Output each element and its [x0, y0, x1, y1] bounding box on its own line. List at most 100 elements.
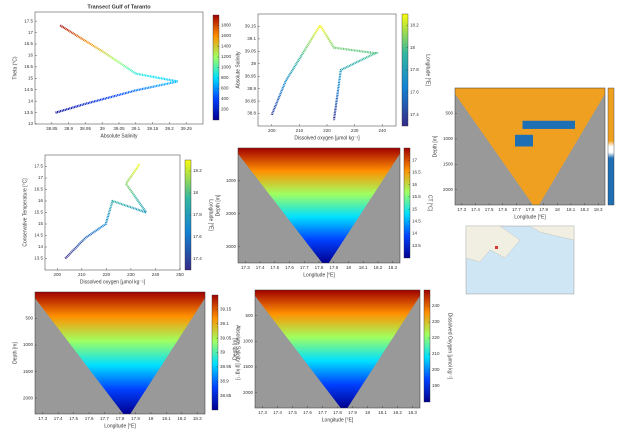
x-axis-label: Absolute Salinity — [101, 133, 138, 139]
colorbar-tick-label: 200 — [432, 367, 440, 372]
map-inset — [465, 225, 575, 295]
x-tick-label: 220 — [103, 272, 111, 277]
x-tick-label: 17.6 — [303, 410, 312, 415]
x-tick-label: 39.05 — [113, 126, 125, 131]
y-tick-label: 2000 — [243, 390, 254, 395]
x-tick-label: 18.3 — [408, 410, 417, 415]
x-tick-label: 17.5 — [270, 265, 279, 270]
x-tick-label: 18.2 — [177, 416, 186, 421]
colorbar-tick-label: 17.8 — [193, 212, 202, 217]
chart-title: Transect Gulf of Taranto — [87, 4, 151, 10]
y-tick-label: 17.5 — [34, 164, 43, 169]
colorbar-tick-label: 15 — [412, 206, 418, 211]
x-tick-label: 17.6 — [498, 207, 507, 212]
colorbar — [607, 87, 615, 206]
colorbar-tick-label: 18 — [410, 45, 416, 50]
x-tick-label: 17.6 — [85, 416, 94, 421]
x-tick-label: 17.7 — [300, 265, 309, 270]
colorbar-tick-label: 39 — [220, 350, 226, 355]
seafloor — [347, 295, 420, 408]
y-axis-label: Depth [m] — [12, 342, 18, 364]
colorbar-tick-label: 38.95 — [220, 364, 232, 369]
x-tick-label: 17.5 — [288, 410, 297, 415]
plot-area — [35, 12, 203, 124]
x-tick-label: 18 — [555, 207, 561, 212]
colorbar-tick-label: 18.2 — [193, 168, 202, 173]
colorbar-tick-label: 38.85 — [220, 393, 232, 398]
x-tick-label: 17.4 — [471, 207, 480, 212]
colorbar-label: Absolute Salinity [g kg⁻¹] — [235, 325, 241, 380]
x-tick-label: 18 — [346, 265, 352, 270]
y-tick-label: 16.5 — [24, 41, 33, 46]
x-tick-label: 18.2 — [580, 207, 589, 212]
x-tick-label: 39.1 — [131, 126, 140, 131]
x-axis-label: Longitude [°E] — [104, 423, 136, 429]
y-axis-label: Depth [m] — [215, 194, 221, 216]
colorbar-tick-label: 230 — [432, 319, 440, 324]
colorbar-tick-label: 17.6 — [193, 234, 202, 239]
x-tick-label: 18.3 — [594, 207, 603, 212]
x-tick-label: 17.4 — [54, 416, 63, 421]
x-tick-label: 18.2 — [393, 410, 402, 415]
seafloor — [35, 298, 124, 414]
y-tick-label: 14.5 — [34, 233, 43, 238]
x-tick-label: 18.1 — [359, 265, 368, 270]
field-patch — [515, 134, 533, 147]
x-tick-label: 17.8 — [526, 207, 535, 212]
x-axis-label: Longitude [°E] — [514, 214, 546, 220]
y-tick-label: 14 — [38, 244, 44, 249]
y-tick-label: 39.05 — [245, 49, 257, 54]
x-tick-label: 39.25 — [181, 126, 193, 131]
x-tick-label: 17.7 — [100, 416, 109, 421]
y-tick-label: 15 — [28, 75, 34, 80]
colorbar-tick-label: 1600 — [221, 33, 232, 38]
trace — [64, 163, 150, 260]
y-tick-label: 1000 — [243, 338, 254, 343]
x-tick-label: 17.3 — [241, 265, 250, 270]
x-tick-label: 38.85 — [46, 126, 58, 131]
colorbar-tick-label: 39.15 — [220, 307, 232, 312]
y-tick-label: 38.9 — [247, 86, 256, 91]
y-axis-label: Theta (°C) — [12, 56, 18, 79]
x-tick-label: 39.2 — [165, 126, 174, 131]
x-tick-label: 17.8 — [333, 410, 342, 415]
x-tick-label: 240 — [378, 128, 386, 133]
x-tick-label: 250 — [176, 272, 184, 277]
x-tick-label: 39 — [100, 126, 106, 131]
x-tick-label: 240 — [152, 272, 160, 277]
y-tick-label: 16.5 — [34, 187, 43, 192]
panel: 200 210 220 230 240 38.8 38.85 38.9 38.95 39 39.05… — [235, 13, 431, 141]
x-tick-label: 17.3 — [258, 410, 267, 415]
colorbar-tick-label: 1200 — [221, 54, 232, 59]
x-tick-label: 38.95 — [80, 126, 92, 131]
y-tick-label: 1500 — [443, 161, 454, 166]
seafloor — [238, 153, 323, 263]
panel: 200 210 220 230 240 250 13.5 14 14.5 15 15.5 16 16.5… — [22, 154, 214, 285]
y-tick-label: 13 — [28, 121, 34, 126]
colorbar-label: Longitude [°E] — [208, 199, 214, 231]
x-axis-label: Dissolved oxygen [μmol kg⁻¹] — [80, 279, 146, 285]
y-tick-label: 1500 — [243, 364, 254, 369]
x-tick-label: 18.2 — [374, 265, 383, 270]
x-tick-label: 38.9 — [64, 126, 73, 131]
x-tick-label: 18.1 — [378, 410, 387, 415]
colorbar-tick-label: 17.4 — [410, 112, 419, 117]
x-tick-label: 18.3 — [193, 416, 202, 421]
colorbar-tick-label: 39.1 — [220, 321, 229, 326]
y-tick-label: 500 — [245, 313, 253, 318]
colorbar-tick-label: 14.5 — [412, 219, 421, 224]
colorbar-tick-label: 16 — [412, 182, 418, 187]
x-tick-label: 17.5 — [69, 416, 78, 421]
colorbar-tick-label: 600 — [221, 86, 229, 91]
y-tick-label: 1500 — [23, 369, 34, 374]
plot-area — [258, 14, 396, 126]
colorbar-tick-label: 17.8 — [410, 67, 419, 72]
colorbar — [403, 147, 411, 259]
colorbar-tick-label: 38.9 — [220, 378, 229, 383]
x-tick-label: 18.1 — [567, 207, 576, 212]
colorbar-tick-label: 240 — [432, 303, 440, 308]
x-tick-label: 17.3 — [457, 207, 466, 212]
x-tick-label: 17.7 — [512, 207, 521, 212]
y-tick-label: 38.95 — [245, 73, 257, 78]
x-tick-label: 18 — [365, 410, 371, 415]
